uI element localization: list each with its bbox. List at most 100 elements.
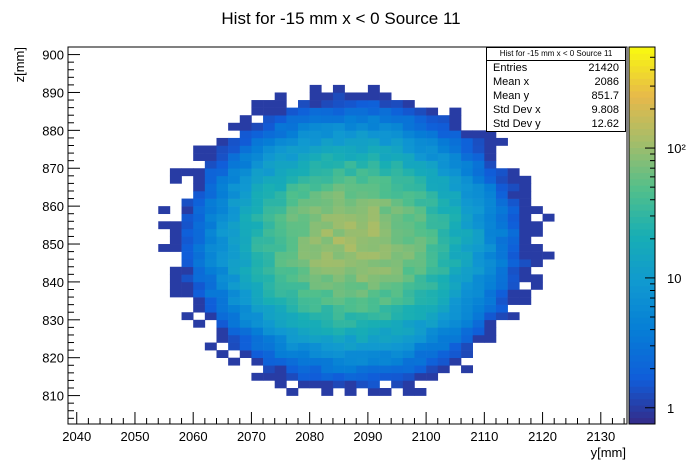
histogram-bin bbox=[402, 198, 415, 207]
histogram-bin bbox=[298, 372, 310, 381]
histogram-bin bbox=[449, 289, 462, 298]
histogram-bin bbox=[461, 289, 473, 298]
x-tick-label: 2040 bbox=[62, 429, 91, 444]
histogram-bin bbox=[263, 168, 276, 177]
colorbar-segment bbox=[629, 109, 655, 117]
histogram-bin bbox=[367, 372, 380, 381]
histogram-bin bbox=[437, 259, 450, 268]
histogram-bin bbox=[426, 160, 439, 169]
histogram-bin bbox=[379, 115, 392, 124]
histogram-bin bbox=[228, 236, 241, 245]
histogram-bin bbox=[379, 153, 392, 161]
histogram-bin bbox=[356, 342, 369, 351]
y-tick-label: 850 bbox=[42, 237, 64, 252]
histogram-bin bbox=[263, 372, 276, 381]
histogram-bin bbox=[332, 334, 345, 343]
histogram-bin bbox=[530, 244, 543, 252]
histogram-bin bbox=[321, 145, 334, 154]
histogram-bin bbox=[193, 168, 206, 177]
histogram-bin bbox=[391, 100, 404, 108]
histogram-bin bbox=[286, 274, 299, 283]
histogram-bin bbox=[449, 281, 462, 290]
histogram-bin bbox=[495, 198, 508, 207]
histogram-bin bbox=[356, 319, 369, 328]
histogram-bin bbox=[263, 107, 276, 116]
histogram-bin bbox=[169, 266, 182, 275]
x-tick-label: 2130 bbox=[586, 429, 615, 444]
histogram-bin bbox=[332, 145, 345, 154]
histogram-bin bbox=[484, 198, 497, 207]
histogram-bin bbox=[216, 206, 229, 215]
histogram-bin bbox=[309, 122, 322, 131]
histogram-bin bbox=[251, 289, 264, 298]
histogram-bin bbox=[495, 213, 508, 222]
histogram-bin bbox=[391, 274, 404, 283]
histogram-bin bbox=[507, 183, 520, 192]
histogram-bin bbox=[332, 297, 345, 305]
histogram-bin bbox=[461, 342, 473, 351]
histogram-bin bbox=[414, 213, 427, 222]
histogram-bin bbox=[332, 304, 345, 313]
histogram-bin bbox=[263, 206, 276, 215]
histogram-bin bbox=[391, 327, 404, 336]
histogram-bin bbox=[263, 130, 276, 139]
histogram-bin bbox=[426, 350, 439, 358]
histogram-bin bbox=[344, 160, 357, 169]
histogram-bin bbox=[204, 168, 217, 177]
histogram-bin bbox=[274, 372, 287, 381]
histogram-bin bbox=[402, 107, 415, 116]
histogram-bin bbox=[274, 236, 287, 245]
histogram-bin bbox=[426, 259, 439, 268]
histogram-bin bbox=[461, 175, 473, 184]
histogram-bin bbox=[426, 319, 439, 328]
histogram-bin bbox=[507, 281, 520, 290]
histogram-bin bbox=[344, 297, 357, 305]
histogram-bin bbox=[309, 251, 322, 260]
histogram-bin bbox=[321, 206, 334, 215]
histogram-bin bbox=[507, 312, 520, 321]
histogram-bin bbox=[344, 236, 357, 245]
histogram-bin bbox=[519, 289, 532, 298]
histogram-bin bbox=[379, 160, 392, 169]
histogram-bin bbox=[449, 175, 462, 184]
histogram-bin bbox=[391, 334, 404, 343]
histogram-bin bbox=[286, 130, 299, 139]
y-tick-label: 860 bbox=[42, 199, 64, 214]
histogram-bin bbox=[472, 175, 485, 184]
histogram-bin bbox=[367, 198, 380, 207]
histogram-bin bbox=[391, 122, 404, 131]
histogram-bin bbox=[263, 145, 276, 154]
histogram-bin bbox=[309, 372, 322, 381]
histogram-bin bbox=[426, 137, 439, 146]
colorbar-segment bbox=[629, 59, 655, 67]
colorbar-segment bbox=[629, 348, 655, 356]
histogram-bin bbox=[356, 266, 369, 275]
histogram-bin bbox=[286, 342, 299, 351]
histogram-bin bbox=[344, 388, 357, 396]
histogram-bin bbox=[414, 266, 427, 275]
histogram-bin bbox=[461, 213, 473, 222]
histogram-bin bbox=[286, 259, 299, 268]
histogram-bin bbox=[402, 304, 415, 313]
histogram-bin bbox=[344, 175, 357, 184]
histogram-bin bbox=[216, 244, 229, 252]
histogram-bin bbox=[437, 115, 450, 124]
histogram-bin bbox=[216, 289, 229, 298]
histogram-bin bbox=[344, 350, 357, 358]
histogram-bin bbox=[321, 365, 334, 374]
histogram-bin bbox=[402, 251, 415, 260]
histogram-bin bbox=[274, 137, 287, 146]
histogram-bin bbox=[169, 236, 182, 245]
histogram-bin bbox=[228, 312, 241, 321]
histogram-bin bbox=[356, 145, 369, 154]
histogram-bin bbox=[461, 259, 473, 268]
histogram-bin bbox=[263, 175, 276, 184]
histogram-bin bbox=[391, 190, 404, 199]
histogram-bin bbox=[332, 342, 345, 351]
histogram-bin bbox=[251, 259, 264, 268]
histogram-bin bbox=[298, 312, 310, 321]
histogram-bin bbox=[449, 122, 462, 131]
histogram-bin bbox=[169, 244, 182, 252]
colorbar-segment bbox=[629, 204, 655, 211]
histogram-bin bbox=[507, 266, 520, 275]
